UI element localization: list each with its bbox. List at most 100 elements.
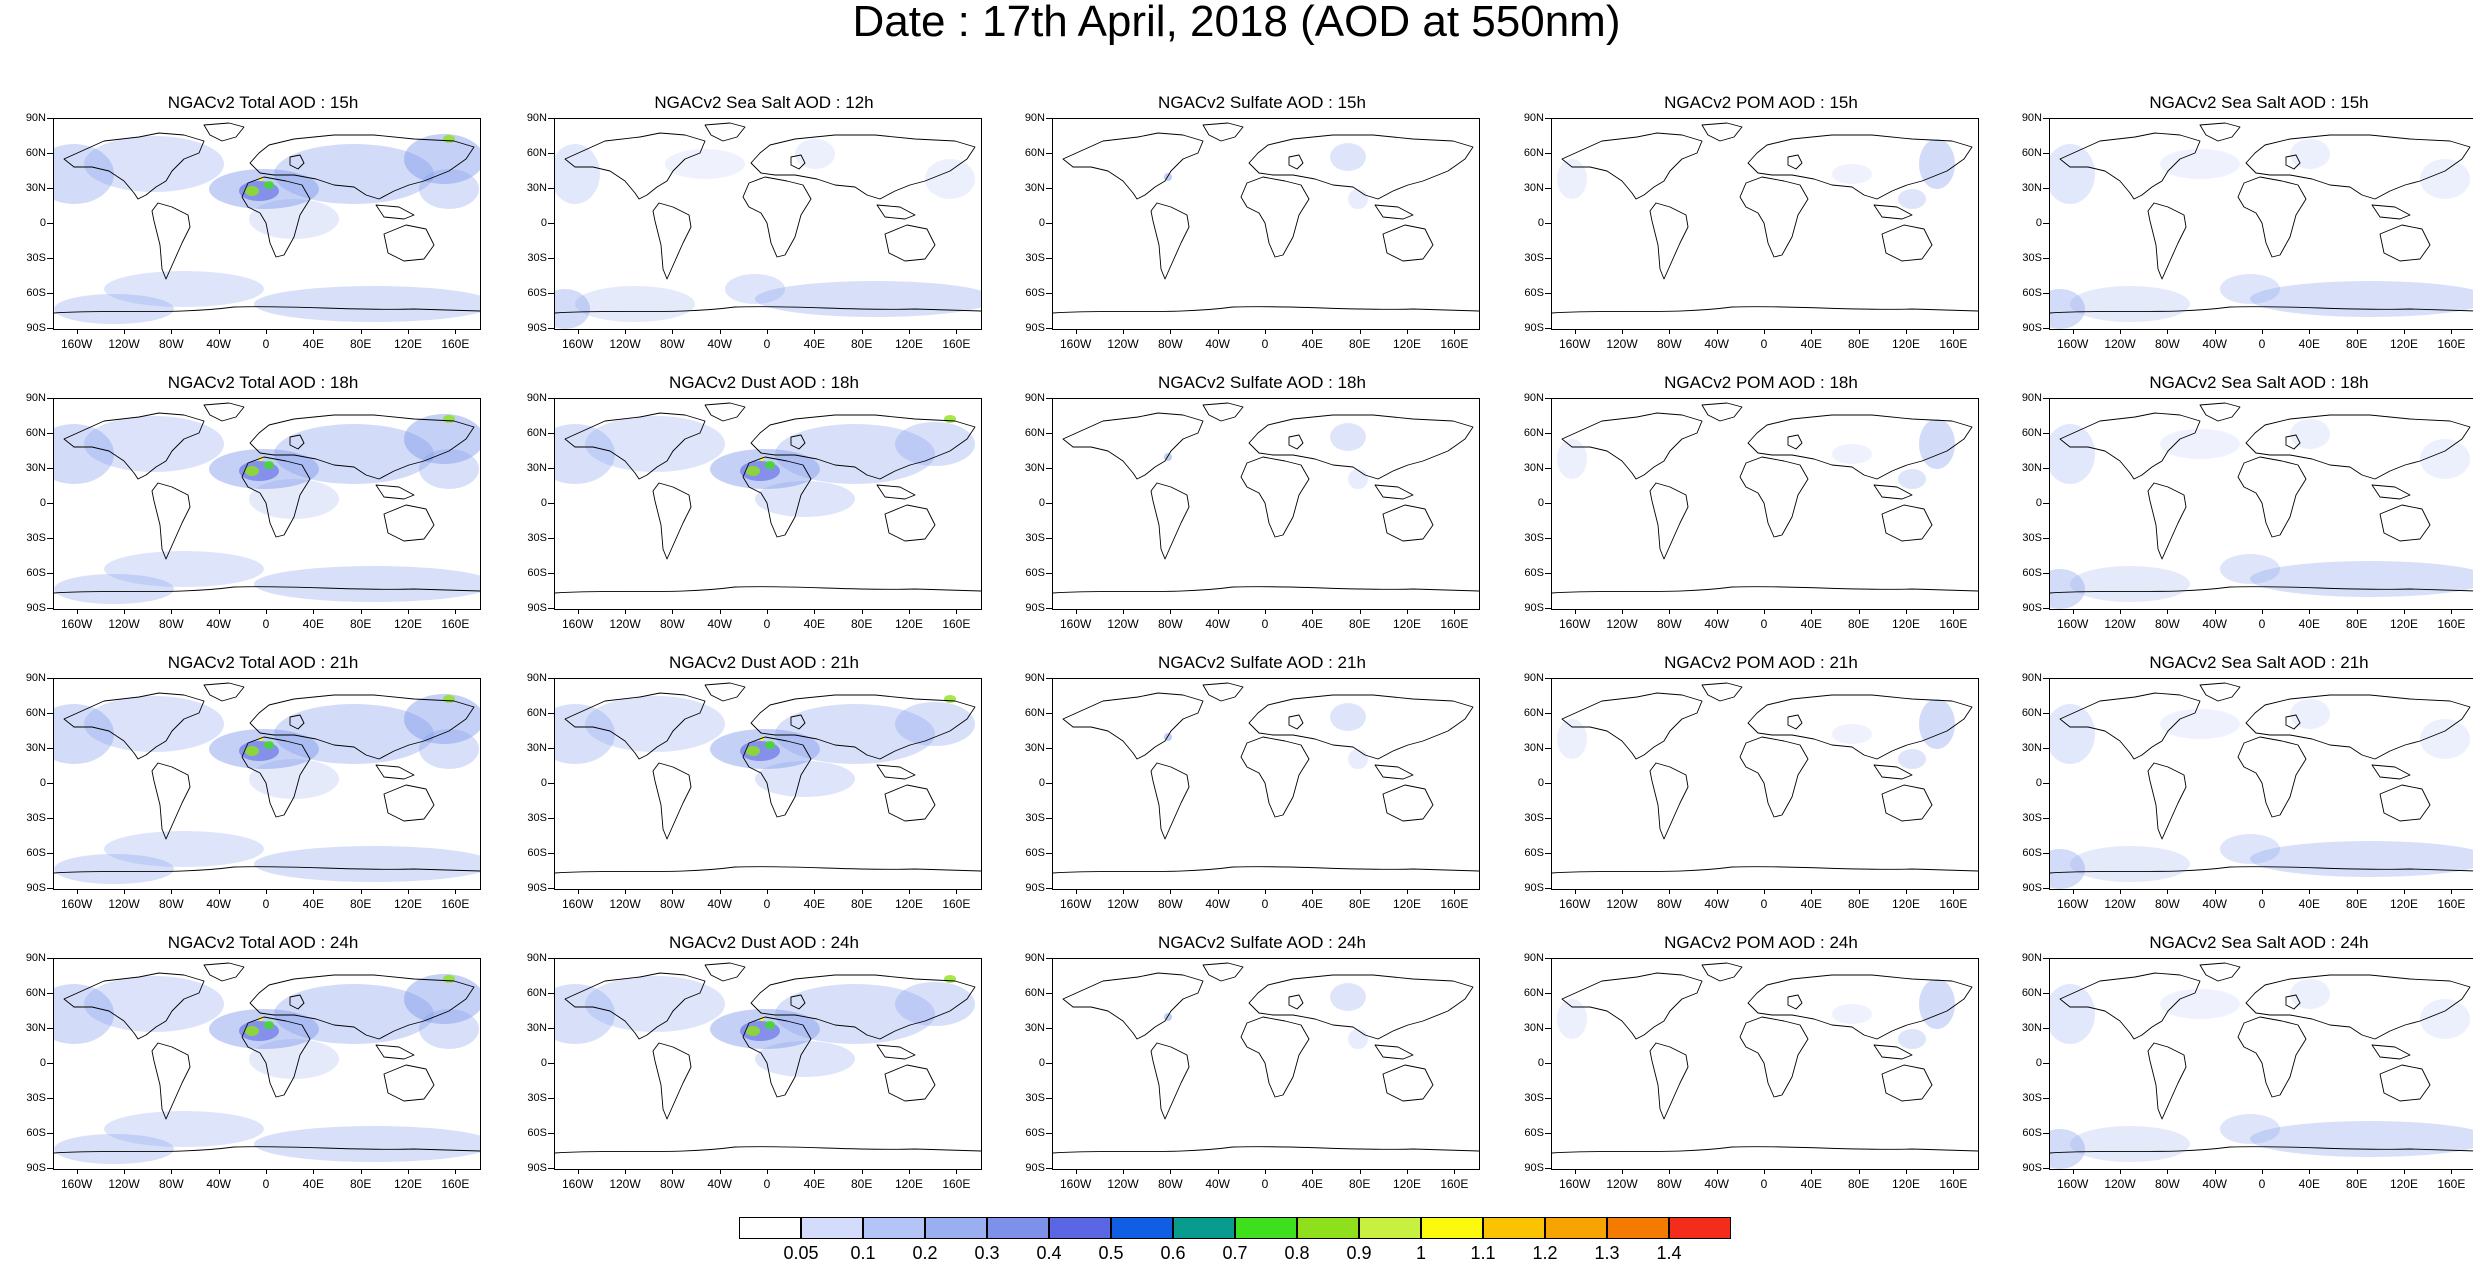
aod-map xyxy=(54,402,480,604)
coastline xyxy=(2237,176,2307,258)
coastline xyxy=(1873,1044,1913,1060)
map-frame xyxy=(53,398,481,610)
latitude-tick xyxy=(2043,1133,2049,1134)
latitude-tick xyxy=(47,608,53,609)
longitude-label: 0 xyxy=(1261,897,1269,911)
colorbar-label: 0.5 xyxy=(1098,1243,1124,1263)
latitude-tick xyxy=(47,853,53,854)
latitude-label: 0 xyxy=(540,777,547,789)
aod-plume xyxy=(1898,1029,1926,1049)
latitude-tick xyxy=(1046,958,1052,959)
aod-plume xyxy=(1557,439,1587,479)
latitude-tick xyxy=(47,188,53,189)
panel-title: NGACv2 Sea Salt AOD : 15h xyxy=(2149,93,2369,112)
colorbar-label: 0.8 xyxy=(1284,1243,1310,1263)
longitude-label: 80W xyxy=(1157,897,1183,911)
coastline xyxy=(2059,412,2201,480)
longitude-tick xyxy=(625,889,626,894)
latitude-label: 90S xyxy=(527,882,547,894)
aod-plume xyxy=(555,289,590,329)
longitude-label: 120W xyxy=(1606,337,1638,351)
panel-title: NGACv2 Sulfate AOD : 21h xyxy=(1158,653,1366,672)
coastline xyxy=(790,434,806,450)
longitude-label: 80E xyxy=(1847,897,1870,911)
latitude-label: 0 xyxy=(2035,217,2042,229)
aod-map xyxy=(2050,962,2473,1169)
latitude-tick xyxy=(47,1168,53,1169)
latitude-label: 60N xyxy=(2021,427,2042,439)
longitude-label: 120E xyxy=(1891,337,1921,351)
coastline xyxy=(1374,764,1414,780)
coastline xyxy=(63,972,205,1040)
map-frame xyxy=(2049,678,2473,890)
longitude-tick xyxy=(719,329,721,334)
longitude-label: 40W xyxy=(2202,337,2227,351)
map-panel: NGACv2 Dust AOD : 21h 90N 60N 30N 0 30S 60S 90S… xyxy=(516,654,1012,914)
longitude-label: 0 xyxy=(763,897,771,911)
aod-plume xyxy=(2290,139,2330,169)
longitude-tick xyxy=(1312,609,1314,614)
longitude-tick xyxy=(2404,609,2405,614)
coastline xyxy=(289,434,305,450)
latitude-tick xyxy=(1545,853,1551,854)
aod-plume xyxy=(1898,469,1926,489)
coastline xyxy=(2379,1064,2431,1102)
colorbar-swatch xyxy=(1359,1217,1421,1239)
aod-plume xyxy=(2160,709,2240,739)
latitude-label: 60S xyxy=(26,1127,46,1139)
high-aod-hotspot xyxy=(443,135,455,143)
aod-map xyxy=(1552,122,1978,314)
map-panel: NGACv2 POM AOD : 24h 90N 60N 30N 0 30S 60S 90S 1… xyxy=(1513,934,2009,1194)
antarctic-coastline xyxy=(1053,306,1479,314)
longitude-tick xyxy=(171,329,173,334)
coastline xyxy=(2199,122,2241,142)
longitude-tick xyxy=(909,1169,910,1174)
latitude-label: 60N xyxy=(1024,427,1045,439)
longitude-tick xyxy=(719,889,721,894)
latitude-label: 30S xyxy=(1025,532,1045,544)
latitude-tick xyxy=(548,783,554,784)
longitude-tick xyxy=(76,1169,78,1174)
coastlines xyxy=(1053,402,1479,594)
aod-plume xyxy=(1919,979,1955,1029)
latitude-label: 30S xyxy=(2022,252,2042,264)
coastlines xyxy=(54,402,480,594)
longitude-label: 40E xyxy=(803,617,825,631)
longitude-tick xyxy=(1359,889,1361,894)
high-aod-hotspot xyxy=(443,415,455,423)
aod-shading xyxy=(1557,979,1955,1049)
colorbar-swatch xyxy=(863,1217,925,1239)
coastline xyxy=(151,1042,191,1120)
longitude-label: 160W xyxy=(2056,897,2089,911)
coastline xyxy=(1288,994,1304,1010)
longitude-tick xyxy=(1953,609,1955,614)
longitude-tick xyxy=(1906,609,1907,614)
longitude-label: 0 xyxy=(1261,337,1269,351)
longitude-label: 40E xyxy=(2298,1177,2320,1191)
longitude-tick xyxy=(909,889,910,894)
longitude-label: 40W xyxy=(2202,1177,2227,1191)
aod-plume xyxy=(2420,719,2470,759)
latitude-label: 60S xyxy=(26,847,46,859)
longitude-tick xyxy=(2262,329,2263,334)
aod-plume xyxy=(555,704,615,764)
latitude-label: 90S xyxy=(1025,1162,1045,1174)
latitude-label: 90N xyxy=(1024,392,1045,404)
longitude-tick xyxy=(1858,609,1860,614)
latitude-label: 90N xyxy=(1024,112,1045,124)
longitude-tick xyxy=(1622,329,1623,334)
coastline xyxy=(1248,414,1474,480)
longitude-tick xyxy=(2120,609,2121,614)
coastline xyxy=(2371,484,2411,500)
latitude-label: 0 xyxy=(39,1057,46,1069)
longitude-tick xyxy=(577,609,579,614)
longitude-tick xyxy=(1407,329,1408,334)
longitude-tick xyxy=(1574,889,1576,894)
latitude-label: 30N xyxy=(2021,1022,2042,1034)
latitude-label: 60S xyxy=(1025,1127,1045,1139)
longitude-label: 0 xyxy=(2258,337,2266,351)
colorbar-label: 1.2 xyxy=(1532,1243,1558,1263)
longitude-label: 80W xyxy=(158,337,184,351)
longitude-tick xyxy=(2309,609,2311,614)
